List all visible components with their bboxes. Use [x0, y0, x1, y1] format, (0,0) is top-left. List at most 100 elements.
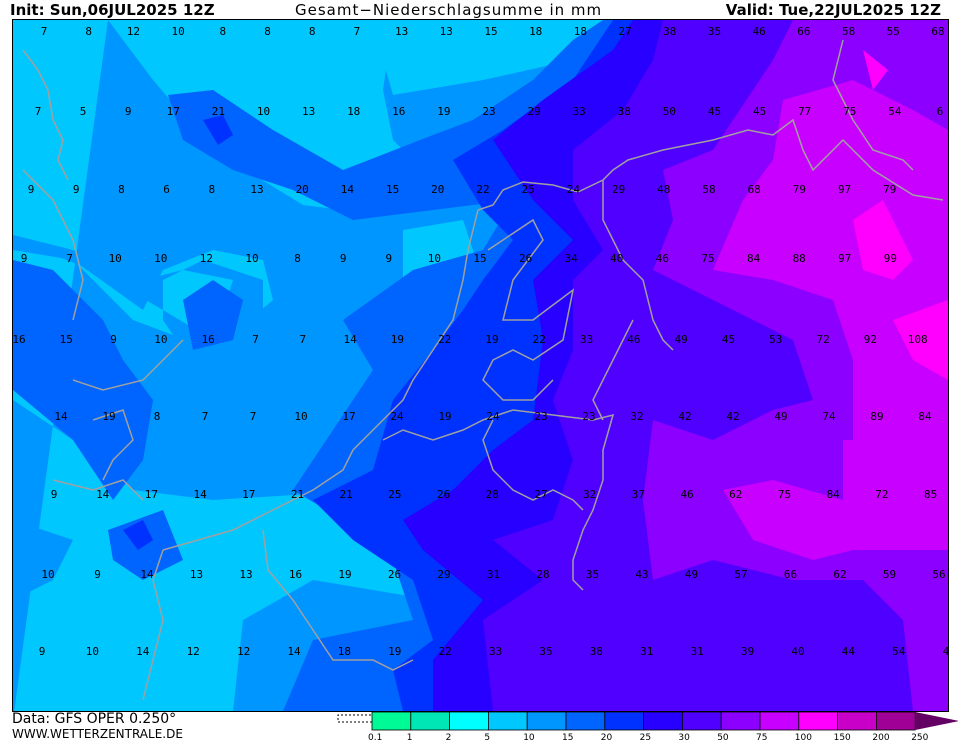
- grid-value: 7: [354, 25, 361, 38]
- grid-value: 15: [386, 183, 399, 196]
- grid-value: 8: [118, 183, 125, 196]
- grid-value: 74: [822, 410, 836, 423]
- grid-value: 13: [239, 568, 252, 581]
- grid-value: 33: [580, 333, 593, 346]
- grid-value: 18: [338, 645, 351, 658]
- grid-value: 9: [110, 333, 117, 346]
- grid-value: 75: [778, 488, 791, 501]
- grid-value: 42: [678, 410, 691, 423]
- grid-value: 13: [250, 183, 263, 196]
- field-100-150: [853, 50, 948, 380]
- grid-value: 31: [691, 645, 704, 658]
- grid-value: 26: [388, 568, 401, 581]
- grid-value: 10: [109, 252, 122, 265]
- grid-value: 97: [838, 252, 851, 265]
- grid-value: 26: [519, 252, 532, 265]
- grid-value: 38: [590, 645, 603, 658]
- grid-value: 48: [657, 183, 670, 196]
- legend-label: 30: [678, 733, 690, 741]
- legend-swatch: [604, 712, 644, 731]
- legend-label: 10: [523, 733, 535, 741]
- grid-value: 31: [640, 645, 653, 658]
- grid-value: 19: [438, 410, 451, 423]
- grid-value: 22: [533, 333, 546, 346]
- grid-value: 46: [680, 488, 693, 501]
- grid-value: 8: [85, 25, 92, 38]
- grid-value: 16: [289, 568, 302, 581]
- grid-value: 10: [428, 252, 441, 265]
- legend-label: 1: [407, 733, 413, 741]
- legend-label: 20: [601, 733, 613, 741]
- grid-value: 20: [296, 183, 309, 196]
- grid-value: 40: [791, 645, 804, 658]
- grid-value: 14: [140, 568, 154, 581]
- grid-value: 17: [242, 488, 255, 501]
- grid-value: 21: [212, 105, 225, 118]
- grid-value: 12: [200, 252, 213, 265]
- grid-value: 25: [388, 488, 401, 501]
- legend-label: 200: [872, 733, 889, 741]
- grid-value: 97: [838, 183, 851, 196]
- grid-value: 9: [94, 568, 101, 581]
- grid-value: 88: [793, 252, 806, 265]
- grid-value: 58: [842, 25, 855, 38]
- grid-value: 54: [892, 645, 906, 658]
- grid-value: 27: [618, 25, 631, 38]
- grid-value: 19: [485, 333, 498, 346]
- grid-value: 19: [437, 105, 450, 118]
- grid-value: 17: [145, 488, 158, 501]
- grid-value: 59: [883, 568, 896, 581]
- grid-value: 8: [309, 25, 316, 38]
- field-10-15-west: [13, 235, 263, 600]
- grid-value: 38: [663, 25, 676, 38]
- grid-value: 50: [663, 105, 676, 118]
- grid-value: 9: [125, 105, 132, 118]
- grid-value: 23: [534, 410, 547, 423]
- legend-label: 75: [756, 733, 767, 741]
- grid-value: 12: [237, 645, 250, 658]
- grid-value: 16: [202, 333, 215, 346]
- grid-value: 38: [618, 105, 631, 118]
- legend-swatch: [720, 712, 761, 731]
- legend-swatch: [526, 712, 567, 731]
- grid-value: 25: [522, 183, 535, 196]
- coastlines: [22, 39, 944, 701]
- grid-value: 44: [842, 645, 856, 658]
- grid-value: 10: [245, 252, 258, 265]
- grid-value: 6: [937, 105, 944, 118]
- grid-value: 13: [190, 568, 203, 581]
- grid-value: 35: [586, 568, 599, 581]
- grid-value: 18: [347, 105, 360, 118]
- grid-value: 31: [487, 568, 500, 581]
- grid-value: 72: [875, 488, 888, 501]
- legend-label: 50: [717, 733, 729, 741]
- grid-value: 8: [208, 183, 215, 196]
- grid-value: 45: [753, 105, 766, 118]
- grid-value: 84: [918, 410, 932, 423]
- grid-value: 7: [252, 333, 259, 346]
- grid-value: 44: [943, 645, 948, 658]
- grid-value: 58: [702, 183, 715, 196]
- grid-value: 37: [632, 488, 645, 501]
- grid-value: 13: [440, 25, 453, 38]
- grid-value: 23: [482, 105, 495, 118]
- grid-value: 32: [583, 488, 596, 501]
- grid-value: 24: [486, 410, 500, 423]
- grid-value: 46: [753, 25, 766, 38]
- legend-label: 0.1: [368, 733, 382, 741]
- grid-value: 10: [154, 252, 167, 265]
- grid-value: 45: [708, 105, 721, 118]
- grid-value: 45: [722, 333, 735, 346]
- grid-value: 14: [341, 183, 355, 196]
- grid-value: 79: [883, 183, 896, 196]
- grid-value: 33: [489, 645, 502, 658]
- grid-value: 10: [86, 645, 99, 658]
- grid-value: 62: [833, 568, 846, 581]
- grid-value: 10: [171, 25, 184, 38]
- grid-value: 68: [931, 25, 944, 38]
- grid-value: 77: [798, 105, 811, 118]
- grid-value: 18: [574, 25, 587, 38]
- grid-value: 14: [96, 488, 110, 501]
- grid-value: 26: [437, 488, 450, 501]
- grid-value: 8: [154, 410, 161, 423]
